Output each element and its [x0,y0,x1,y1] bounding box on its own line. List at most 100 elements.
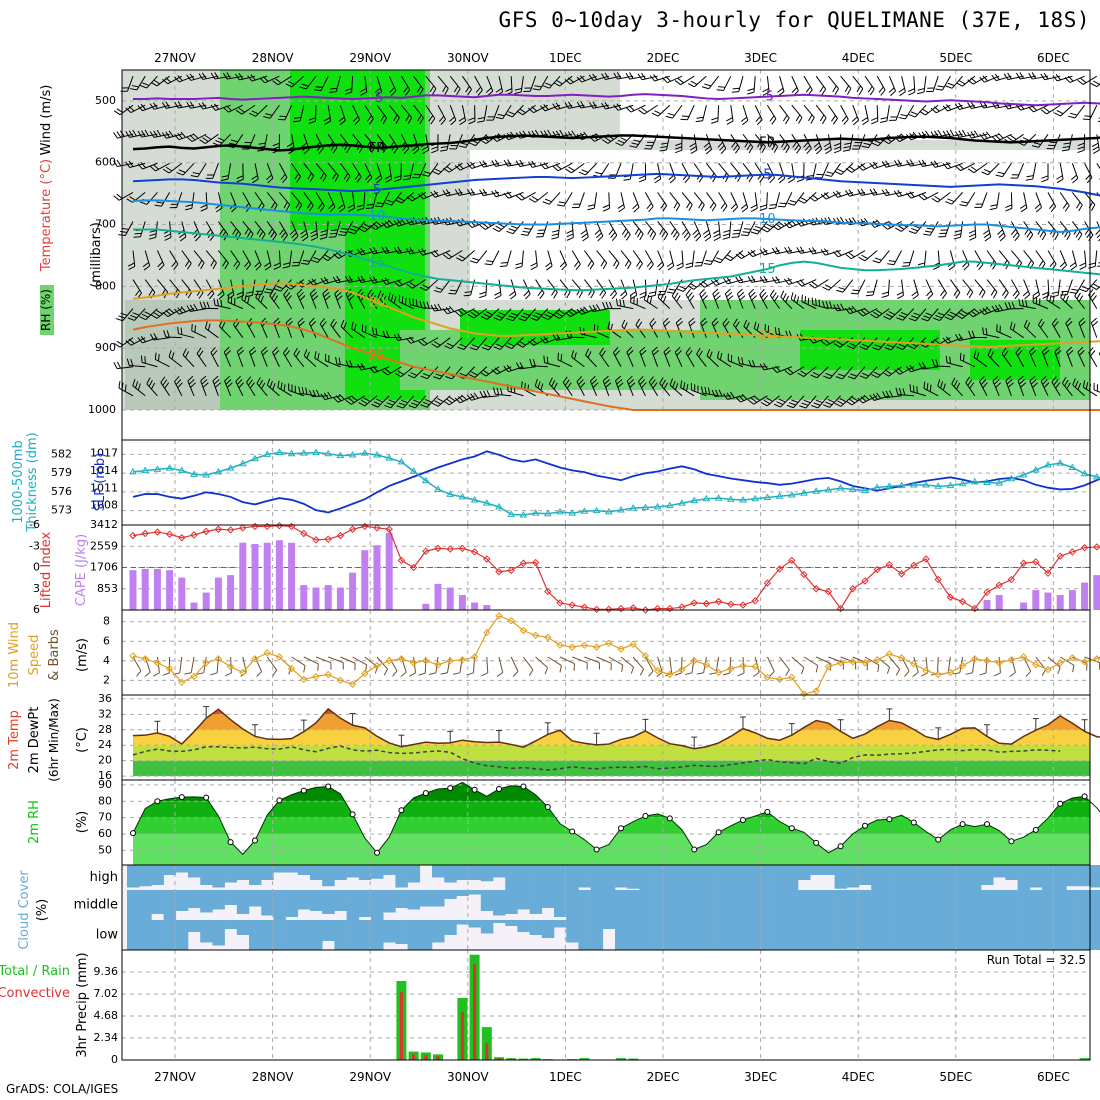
barb-flag [1040,109,1048,115]
barb-staff [657,297,671,309]
wind-tick: 2 [103,673,110,686]
barb-flag [221,178,229,182]
barb-staff [727,279,744,285]
barb-staff [1011,250,1023,264]
lifted-index-marker [922,555,930,563]
cape-bar [336,587,344,610]
barb-flag [149,229,157,233]
barb-staff [303,163,315,177]
barb-staff [118,191,134,201]
barb-staff [145,308,158,321]
barb-flag [741,357,744,365]
barb-flag [784,247,789,254]
barb-flag [484,344,492,348]
barb-staff [1084,163,1093,178]
barb-staff [960,162,976,172]
barb-staff [398,279,414,287]
barb-flag [910,111,918,115]
barb-flag [137,130,143,138]
barb-staff [644,279,647,296]
wind-barb-10m [172,656,183,675]
barb-flag [397,197,405,202]
barb-flag [566,291,571,299]
barb-flag [486,390,491,397]
barb-flag [933,265,940,270]
wind-barb [991,304,1012,313]
barb-flag [1006,379,1013,385]
barb-staff [1068,134,1073,151]
wind-barb [1001,347,1012,368]
barb-flag [1049,260,1055,268]
barb-flag [913,312,921,316]
wind-barb [967,308,988,318]
wind-barb [779,104,790,125]
barb-flag [748,288,755,295]
wind-barb [285,75,305,88]
barb-staff [510,76,513,93]
barb-staff [893,250,903,265]
barb-flag [959,352,962,360]
wind-barb [923,381,939,397]
barb-flag [979,133,985,140]
thickness-marker [946,481,955,489]
barb-flag [293,347,298,355]
barb-flag [1078,295,1084,302]
barb-flag [672,380,676,388]
wind-barb [532,75,549,91]
barb-flag [368,118,374,125]
barb-flag [308,279,314,286]
barb-staff [136,75,146,91]
wind-barb [320,276,341,285]
barb-flag [492,387,496,395]
cape-bar [202,592,210,610]
barb-flag [277,380,280,388]
barb-flag [807,297,810,305]
barb-flag [457,163,464,170]
barb-staff [895,105,903,121]
barb-flag [130,358,134,366]
barb-flag [507,159,512,166]
barb-staff [608,250,620,264]
barb-flag [260,346,267,353]
barb-flag [704,386,707,394]
barb-flag [171,352,175,360]
wind-barb [338,105,346,126]
barb-staff [669,192,681,206]
wind-barb [288,383,304,397]
barb-flag [588,305,594,312]
barb-staff [182,163,195,176]
barb-flag [850,373,858,377]
cape-bar [1068,590,1076,610]
barb-flag [881,161,887,168]
wind-barb [1077,134,1086,154]
barb-staff [266,192,278,206]
barb-flag [158,264,165,271]
barb-flag [468,142,476,147]
barb-flag [681,228,688,235]
barb-flag [338,203,345,210]
barb-flag [573,352,577,360]
barb-staff [1019,75,1036,80]
barb-flag [493,317,501,321]
barb-flag [1034,203,1041,210]
wind-barb [425,104,436,125]
wind-barb [454,394,475,404]
barb-flag [311,291,318,298]
barb-flag [958,312,966,317]
barb-flag [609,301,613,309]
barb-flag [544,198,552,203]
barb-flag [540,383,544,391]
barb-staff [828,279,841,291]
barb-flag [235,321,240,328]
barb-flag [442,189,448,197]
barb-flag [174,101,179,109]
barb-flag [667,112,675,116]
barb-flag [446,398,453,404]
barb-flag [405,337,412,344]
barb-flag [559,665,562,673]
barb-staff [387,366,402,376]
lifted-index-marker [1080,543,1089,552]
barb-flag [332,276,338,284]
wind-barb [218,250,229,270]
thickness-marker [165,464,174,471]
